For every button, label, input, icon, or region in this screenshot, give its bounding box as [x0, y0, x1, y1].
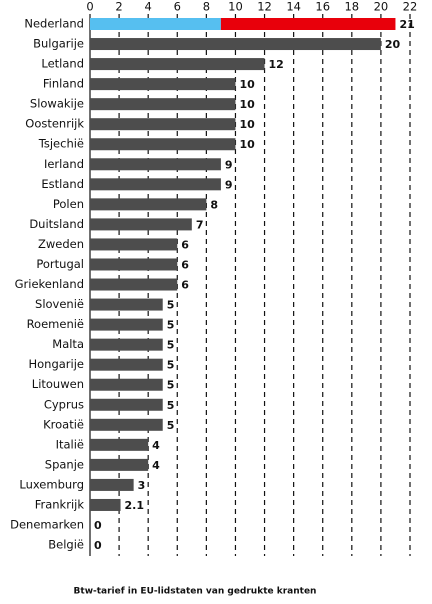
x-tick-label: 16 — [315, 0, 330, 14]
bar — [90, 378, 163, 391]
bar — [90, 318, 163, 331]
y-tick-label: Polen — [53, 197, 84, 211]
bar — [90, 458, 149, 471]
value-label: 5 — [167, 359, 175, 372]
x-tick-label: 22 — [403, 0, 418, 14]
y-tick-label: Letland — [41, 57, 84, 71]
y-tick-label: Malta — [52, 337, 84, 351]
bar — [90, 478, 134, 491]
value-label: 9 — [225, 178, 233, 191]
y-tick-label: Duitsland — [29, 217, 84, 231]
y-tick-label: Roemenië — [27, 317, 84, 331]
bar — [90, 118, 236, 131]
value-label: 3 — [138, 479, 146, 492]
bar-segment — [220, 18, 396, 30]
bar — [90, 498, 121, 511]
y-tick-label: Estland — [41, 177, 84, 191]
y-tick-label: Italië — [56, 437, 84, 451]
value-label: 7 — [196, 218, 204, 231]
bar — [90, 198, 207, 211]
value-label: 8 — [210, 198, 218, 211]
bar — [90, 398, 163, 411]
y-tick-label: Griekenland — [15, 277, 84, 291]
bar — [90, 98, 236, 111]
x-tick-label: 10 — [228, 0, 243, 14]
chart-title: Btw-tarief in EU-lidstaten van gedrukte … — [74, 587, 317, 597]
y-tick-label: Oostenrijk — [25, 117, 84, 131]
value-label: 0 — [94, 539, 102, 552]
y-tick-label: Litouwen — [32, 377, 84, 391]
y-tick-label: Nederland — [24, 17, 84, 31]
y-tick-label: Ierland — [44, 157, 84, 171]
value-label: 4 — [152, 459, 160, 472]
y-tick-label: Spanje — [45, 457, 84, 471]
bar — [90, 178, 221, 191]
y-tick-label: Kroatië — [43, 417, 84, 431]
value-label: 21 — [399, 18, 414, 31]
bar — [90, 358, 163, 371]
value-label: 5 — [167, 299, 175, 312]
value-label: 12 — [269, 58, 284, 71]
x-tick-label: 12 — [257, 0, 272, 14]
y-tick-label: Denemarken — [10, 518, 84, 532]
bar-segment — [90, 18, 221, 30]
y-tick-label: België — [48, 538, 84, 552]
value-label: 6 — [181, 279, 189, 292]
y-tick-label: Portugal — [36, 257, 84, 271]
value-label: 9 — [225, 158, 233, 171]
value-label: 6 — [181, 238, 189, 251]
value-label: 10 — [239, 98, 255, 111]
y-tick-label: Hongarije — [28, 357, 84, 371]
value-label: 2.1 — [125, 499, 145, 512]
y-tick-label: Slowakije — [30, 97, 84, 111]
bar — [90, 258, 178, 271]
y-tick-label: Luxemburg — [19, 477, 84, 491]
x-tick-label: 20 — [374, 0, 389, 14]
bar — [90, 78, 236, 91]
bar — [90, 38, 381, 51]
y-tick-label: Finland — [43, 77, 84, 91]
x-tick-label: 4 — [145, 0, 152, 14]
bar — [90, 278, 178, 291]
bar — [90, 238, 178, 251]
value-label: 20 — [385, 38, 401, 51]
y-tick-label: Tsjechië — [38, 137, 84, 151]
value-label: 10 — [239, 78, 255, 91]
x-tick-label: 2 — [115, 0, 122, 14]
bar — [90, 58, 265, 71]
y-tick-label: Slovenië — [35, 297, 84, 311]
y-tick-label: Frankrijk — [35, 497, 85, 511]
x-tick-label: 14 — [286, 0, 301, 14]
bar — [90, 138, 236, 151]
value-label: 10 — [239, 118, 255, 131]
value-label: 5 — [167, 419, 175, 432]
bar — [90, 298, 163, 311]
value-label: 10 — [239, 138, 255, 151]
bar — [90, 218, 192, 231]
y-tick-label: Bulgarije — [33, 37, 84, 51]
x-tick-label: 8 — [203, 0, 210, 14]
bar — [90, 438, 149, 451]
y-tick-label: Cyprus — [44, 397, 84, 411]
value-label: 0 — [94, 519, 102, 532]
value-label: 5 — [167, 339, 175, 352]
bar — [90, 418, 163, 431]
value-label: 5 — [167, 379, 175, 392]
value-label: 6 — [181, 258, 189, 271]
y-tick-label: Zweden — [38, 237, 84, 251]
value-label: 5 — [167, 399, 175, 412]
value-label: 5 — [167, 319, 175, 332]
bar — [90, 338, 163, 351]
x-tick-label: 6 — [174, 0, 181, 14]
x-tick-label: 18 — [344, 0, 359, 14]
bar — [90, 158, 221, 171]
value-label: 4 — [152, 439, 160, 452]
x-tick-label: 0 — [86, 0, 93, 14]
